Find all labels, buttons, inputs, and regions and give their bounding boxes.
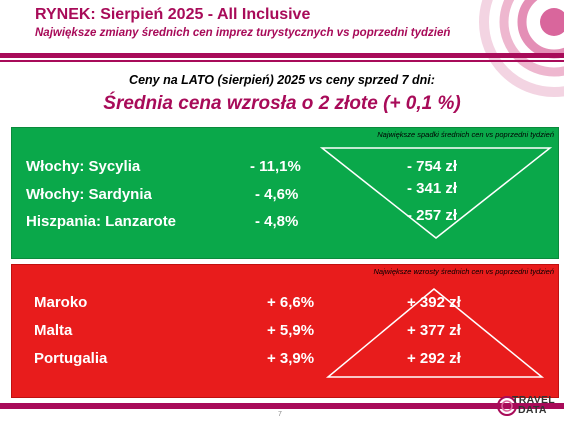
comparison-text: Ceny na LATO (sierpień) 2025 vs ceny spr… bbox=[129, 73, 435, 87]
header-divider-thin bbox=[0, 60, 564, 62]
footer-divider bbox=[0, 403, 564, 409]
increase-destination: Maroko bbox=[34, 294, 88, 311]
decrease-percent: - 4,8% bbox=[255, 213, 299, 230]
page-number: 7 bbox=[278, 411, 282, 418]
logo-text-travel: TRAVEL bbox=[512, 394, 556, 406]
increase-destination: Portugalia bbox=[34, 350, 108, 367]
increase-amount: + 392 zł bbox=[407, 294, 461, 311]
page-title: RYNEK: Sierpień 2025 - All Inclusive bbox=[35, 6, 311, 23]
decrease-destination: Hiszpania: Lanzarote bbox=[26, 213, 177, 230]
decrease-amount: - 341 zł bbox=[407, 180, 458, 197]
average-price-change: Średnia cena wzrosła o 2 złote (+ 0,1 %) bbox=[103, 93, 461, 114]
increases-panel: Największe wzrosty średnich cen vs poprz… bbox=[11, 264, 559, 398]
increases-note: Największe wzrosty średnich cen vs poprz… bbox=[373, 267, 555, 276]
page-subtitle: Największe zmiany średnich cen imprez tu… bbox=[35, 27, 451, 39]
decreases-note: Największe spadki średnich cen vs poprze… bbox=[377, 130, 554, 139]
logo-text-data: DATA bbox=[518, 404, 547, 416]
increase-percent: + 5,9% bbox=[267, 322, 315, 339]
increase-percent: + 6,6% bbox=[267, 294, 315, 311]
travel-data-logo: TRAVEL DATA bbox=[496, 392, 560, 420]
up-triangle-shape bbox=[325, 288, 545, 378]
header-divider bbox=[0, 53, 564, 58]
decreases-panel: Największe spadki średnich cen vs poprze… bbox=[11, 127, 559, 259]
decrease-percent: - 11,1% bbox=[250, 158, 301, 175]
decrease-percent: - 4,6% bbox=[255, 186, 299, 203]
decrease-amount: - 754 zł bbox=[407, 158, 458, 175]
logo-swirl-icon bbox=[497, 396, 517, 416]
increase-amount: + 292 zł bbox=[407, 350, 461, 367]
increase-destination: Malta bbox=[34, 322, 73, 339]
decrease-destination: Włochy: Sycylia bbox=[26, 158, 141, 175]
decrease-amount: - 257 zł bbox=[407, 207, 458, 224]
increase-percent: + 3,9% bbox=[267, 350, 315, 367]
increase-amount: + 377 zł bbox=[407, 322, 461, 339]
decrease-destination: Włochy: Sardynia bbox=[26, 186, 152, 203]
down-triangle-shape bbox=[319, 147, 553, 239]
